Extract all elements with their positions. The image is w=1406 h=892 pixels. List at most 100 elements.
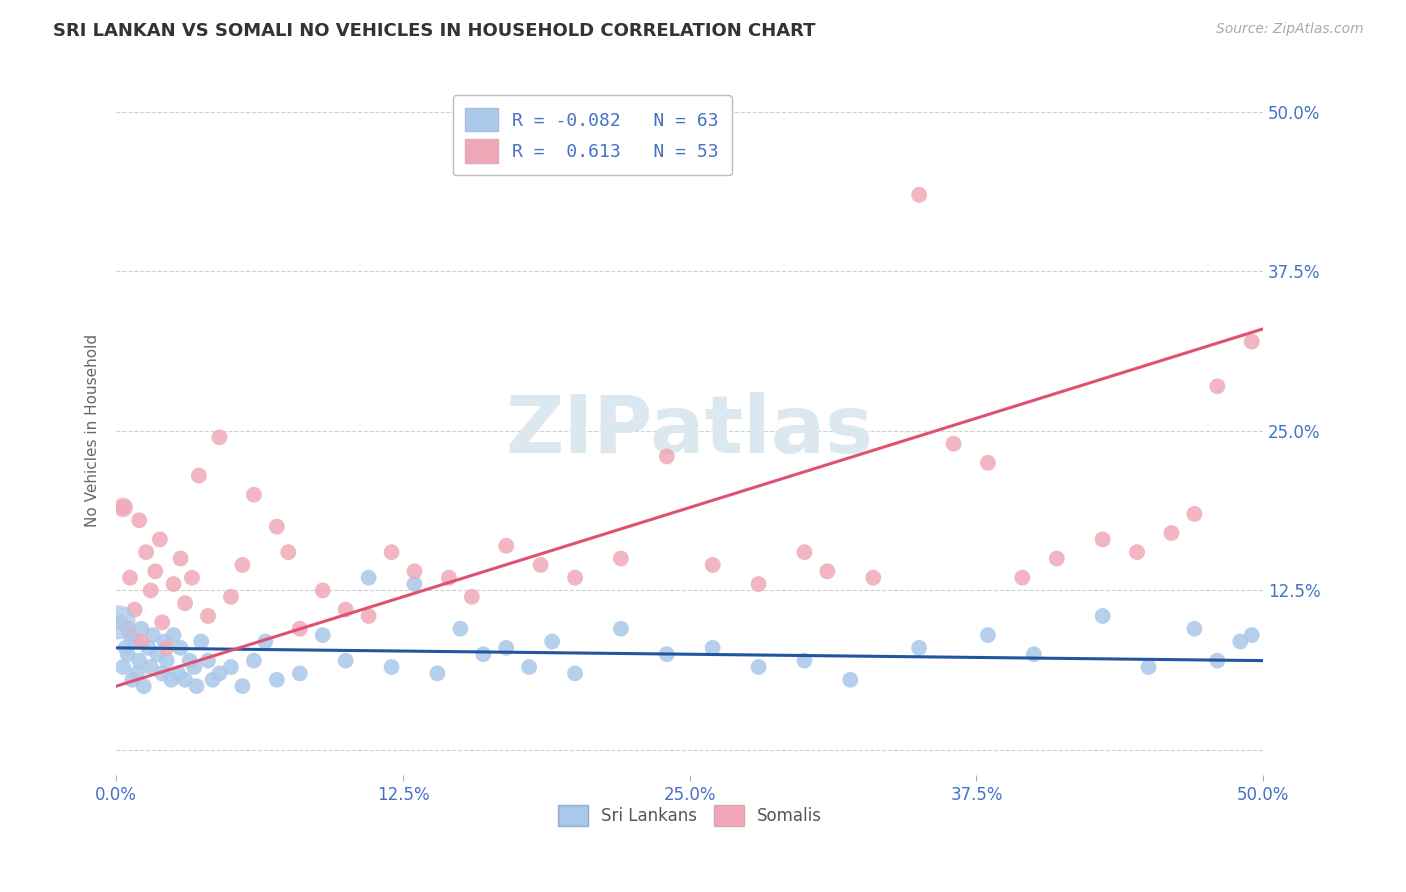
Point	[187, 468, 209, 483]
Point	[197, 609, 219, 624]
Point	[793, 545, 815, 559]
Point	[335, 602, 357, 616]
Point	[231, 679, 253, 693]
Point	[208, 666, 231, 681]
Point	[124, 602, 146, 616]
Y-axis label: No Vehicles in Household: No Vehicles in Household	[86, 334, 100, 527]
Point	[1091, 609, 1114, 624]
Point	[1184, 622, 1206, 636]
Point	[288, 622, 311, 636]
Point	[131, 622, 153, 636]
Point	[150, 615, 173, 630]
Point	[1126, 545, 1149, 559]
Point	[181, 571, 204, 585]
Point	[1091, 533, 1114, 547]
Text: SRI LANKAN VS SOMALI NO VEHICLES IN HOUSEHOLD CORRELATION CHART: SRI LANKAN VS SOMALI NO VEHICLES IN HOUS…	[53, 22, 815, 40]
Point	[357, 571, 380, 585]
Point	[1240, 334, 1263, 349]
Point	[254, 634, 277, 648]
Point	[162, 577, 184, 591]
Point	[179, 654, 201, 668]
Point	[243, 654, 266, 668]
Point	[131, 634, 153, 648]
Point	[1206, 654, 1229, 668]
Point	[335, 654, 357, 668]
Point	[839, 673, 862, 687]
Point	[702, 640, 724, 655]
Point	[908, 187, 931, 202]
Point	[426, 666, 449, 681]
Point	[1011, 571, 1033, 585]
Point	[162, 628, 184, 642]
Point	[380, 660, 402, 674]
Point	[437, 571, 460, 585]
Point	[541, 634, 564, 648]
Point	[169, 551, 191, 566]
Point	[1184, 507, 1206, 521]
Point	[169, 640, 191, 655]
Point	[815, 564, 838, 578]
Point	[128, 513, 150, 527]
Point	[110, 615, 132, 630]
Point	[156, 654, 179, 668]
Point	[231, 558, 253, 572]
Point	[117, 647, 139, 661]
Point	[125, 666, 148, 681]
Point	[655, 450, 678, 464]
Point	[748, 577, 770, 591]
Point	[495, 539, 517, 553]
Point	[107, 615, 129, 630]
Point	[495, 640, 517, 655]
Point	[942, 436, 965, 450]
Point	[610, 622, 633, 636]
Point	[277, 545, 299, 559]
Point	[472, 647, 495, 661]
Point	[243, 488, 266, 502]
Point	[132, 679, 155, 693]
Point	[1240, 628, 1263, 642]
Point	[404, 577, 426, 591]
Point	[357, 609, 380, 624]
Point	[190, 634, 212, 648]
Point	[139, 583, 162, 598]
Point	[150, 666, 173, 681]
Point	[288, 666, 311, 681]
Point	[219, 590, 242, 604]
Point	[138, 640, 160, 655]
Point	[142, 628, 165, 642]
Point	[908, 640, 931, 655]
Point	[748, 660, 770, 674]
Point	[118, 571, 141, 585]
Point	[1229, 634, 1251, 648]
Point	[404, 564, 426, 578]
Point	[862, 571, 884, 585]
Point	[702, 558, 724, 572]
Point	[266, 519, 288, 533]
Point	[114, 640, 136, 655]
Point	[156, 640, 179, 655]
Text: Source: ZipAtlas.com: Source: ZipAtlas.com	[1216, 22, 1364, 37]
Point	[201, 673, 224, 687]
Point	[610, 551, 633, 566]
Point	[461, 590, 484, 604]
Point	[380, 545, 402, 559]
Point	[146, 647, 169, 661]
Point	[530, 558, 553, 572]
Point	[118, 628, 141, 642]
Point	[174, 596, 197, 610]
Point	[1046, 551, 1069, 566]
Point	[1206, 379, 1229, 393]
Point	[143, 564, 166, 578]
Point	[449, 622, 471, 636]
Point	[564, 571, 586, 585]
Point	[197, 654, 219, 668]
Legend: Sri Lankans, Somalis: Sri Lankans, Somalis	[551, 797, 828, 832]
Point	[112, 660, 135, 674]
Text: ZIPatlas: ZIPatlas	[506, 392, 875, 470]
Point	[167, 666, 190, 681]
Point	[124, 634, 146, 648]
Point	[153, 634, 176, 648]
Point	[977, 628, 1000, 642]
Point	[312, 583, 335, 598]
Point	[149, 533, 172, 547]
